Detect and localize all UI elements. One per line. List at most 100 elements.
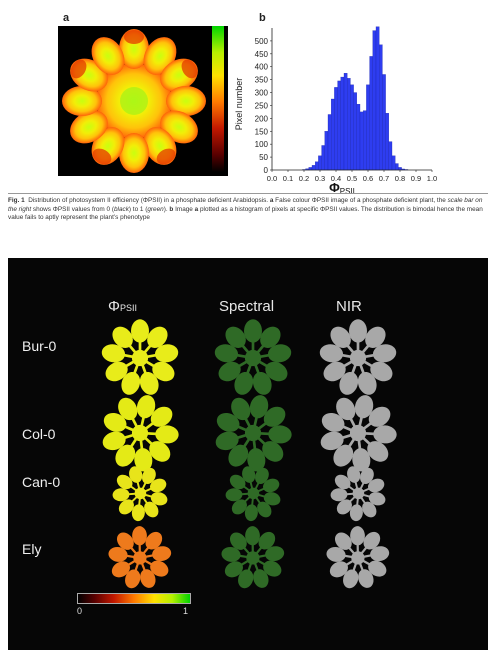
- y-tick-label: 100: [255, 140, 269, 149]
- y-tick-label: 250: [255, 101, 269, 110]
- caption-text-3: shows ΦPSII values from 0 (: [31, 205, 114, 213]
- y-tick-label: 0: [264, 166, 269, 175]
- histogram-bar: [347, 78, 351, 171]
- caption-text-4: ) to 1 (: [128, 205, 148, 213]
- x-axis-label: ΦPSII: [329, 180, 355, 195]
- caption-scale-bar: scale bar on the right: [8, 197, 483, 213]
- histogram-bar: [331, 98, 335, 171]
- x-tick-label: 0.1: [283, 174, 293, 183]
- row-label-can-0: Can-0: [22, 474, 61, 490]
- histogram-bar: [388, 141, 393, 171]
- caption-b: b: [169, 205, 174, 213]
- plant-spectral-bur-0: [214, 319, 292, 395]
- caption-text-2: False colour ΦPSII image of a phosphate …: [273, 197, 448, 204]
- x-axis-label-symbol: Φ: [329, 180, 340, 195]
- y-tick-label: 350: [255, 76, 269, 85]
- x-axis-label-subscript: PSII: [340, 187, 355, 195]
- y-tick-label: 50: [259, 153, 268, 162]
- histogram-bar: [340, 76, 345, 171]
- caption-black: black: [113, 205, 129, 213]
- histogram-bar: [356, 104, 361, 171]
- plant-spectral-col-0: [215, 395, 292, 472]
- caption-a: a: [269, 197, 274, 204]
- phi-subscript: PSII: [119, 303, 137, 313]
- histogram-bar: [311, 165, 316, 171]
- plant-phi-col-0: [102, 395, 179, 472]
- histogram-bar: [337, 80, 341, 171]
- histogram-bar: [324, 131, 329, 171]
- caption-text-6: Image: [173, 205, 195, 213]
- y-tick-label: 450: [255, 50, 269, 59]
- caption-green: green: [147, 205, 164, 213]
- y-tick-label: 200: [255, 114, 269, 123]
- plant-nir-ely: [326, 526, 390, 589]
- x-tick-label: 0.4: [331, 174, 341, 183]
- y-tick-label: 150: [255, 127, 269, 136]
- histogram-bar: [363, 110, 367, 171]
- y-tick-label: 500: [255, 37, 269, 46]
- accession-comparison-panel: ΦPSII Spectral NIR Bur-0 Col-0 Can-0 Ely…: [8, 258, 488, 650]
- histogram-bar: [391, 155, 396, 171]
- plant-phi-can-0: [112, 465, 167, 521]
- colorbar-min-label: 0: [77, 606, 83, 616]
- plant-spectral-ely: [221, 526, 285, 589]
- histogram-bar: [382, 74, 386, 171]
- panel-a-letter: a: [63, 12, 70, 24]
- histogram-bar: [315, 161, 319, 171]
- row-label-col-0: Col-0: [22, 426, 56, 442]
- false-colour-rosette-image: [58, 26, 228, 176]
- x-tick-label: 0.8: [395, 174, 405, 183]
- x-tick-label: 0.5: [347, 174, 357, 183]
- plant-spectral-can-0: [225, 465, 280, 521]
- x-tick-label: 1.0: [427, 174, 437, 183]
- x-tick-label: 0.7: [379, 174, 389, 183]
- x-tick-label: 0.3: [315, 174, 325, 183]
- column-header-nir: NIR: [336, 298, 362, 315]
- caption-a2: a: [194, 205, 199, 213]
- histogram-bar: [395, 163, 399, 171]
- phi-psii-histogram: 0 50 100 150 200 250 300 350 400 450 500 0.0 0.1 0.2…: [234, 26, 437, 195]
- plant-nir-col-0: [320, 395, 397, 472]
- histogram-bar: [343, 73, 348, 171]
- histogram-bar: [353, 92, 357, 171]
- histogram-bar: [379, 44, 383, 171]
- colorbar-gradient: [77, 593, 191, 604]
- column-header-phi-psii: ΦPSII: [108, 298, 137, 315]
- y-tick-label: 400: [255, 63, 269, 72]
- histogram-bar: [372, 30, 377, 171]
- plant-phi-bur-0: [101, 319, 179, 395]
- plant-nir-can-0: [330, 465, 385, 521]
- caption-text-1: Distribution of photosystem II efficienc…: [28, 197, 270, 204]
- x-tick-label: 0.6: [363, 174, 373, 183]
- scale-bar-colorbar: [212, 26, 224, 172]
- histogram-bar: [369, 56, 373, 171]
- row-label-ely: Ely: [22, 541, 42, 557]
- histogram-bar: [359, 111, 364, 171]
- y-axis-label: Pixel number: [234, 78, 244, 131]
- histogram-bar: [375, 26, 380, 171]
- caption-text-7: plotted as a histogram of pixels at spec…: [8, 205, 483, 222]
- caption-fig-label: Fig. 1: [8, 197, 25, 204]
- figure-caption: Fig. 1 Distribution of photosystem II ef…: [8, 193, 488, 223]
- panel-b-letter: b: [259, 12, 266, 24]
- caption-text-5: ).: [163, 205, 170, 213]
- x-tick-label: 0.0: [267, 174, 277, 183]
- histogram-bar: [334, 87, 338, 171]
- column-header-spectral: Spectral: [219, 298, 275, 315]
- histogram-bar: [318, 155, 322, 171]
- histogram-bar: [350, 84, 354, 171]
- histogram-bar: [366, 84, 370, 171]
- caption-rule: [8, 193, 488, 194]
- y-tick-label: 300: [255, 89, 269, 98]
- colorbar-max-label: 1: [183, 606, 189, 616]
- phi-symbol: Φ: [108, 298, 120, 315]
- phi-psii-colorbar: 0 1: [77, 593, 191, 616]
- histogram-bar: [385, 113, 389, 171]
- plant-nir-bur-0: [319, 319, 397, 395]
- histogram-bar: [327, 114, 332, 171]
- plant-phi-ely: [108, 526, 172, 589]
- histogram-bar: [321, 145, 325, 171]
- x-tick-label: 0.9: [411, 174, 421, 183]
- x-tick-label: 0.2: [299, 174, 309, 183]
- row-label-bur-0: Bur-0: [22, 338, 57, 354]
